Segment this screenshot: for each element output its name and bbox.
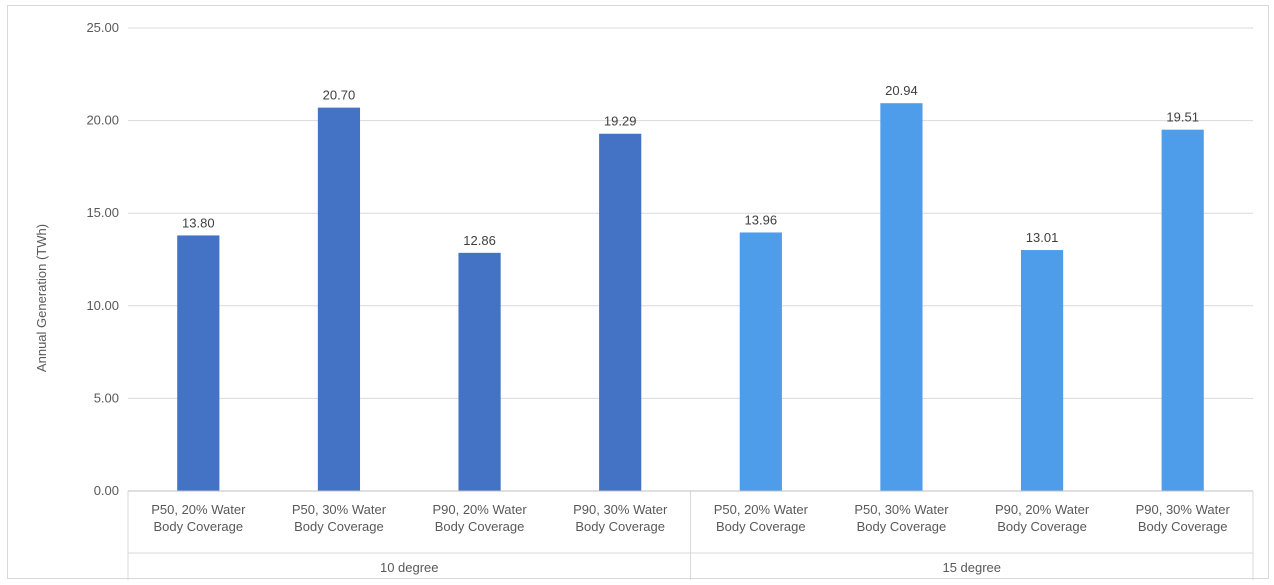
x-tick-label: P50, 30% Water (292, 502, 387, 517)
data-label: 19.51 (1166, 110, 1199, 125)
bar (458, 252, 501, 491)
y-tick-label: 5.00 (94, 390, 119, 405)
data-label: 13.80 (182, 215, 215, 230)
data-label: 13.01 (1026, 230, 1059, 245)
y-tick-label: 10.00 (86, 298, 119, 313)
bar (739, 232, 782, 491)
x-tick-label: P90, 30% Water (1136, 502, 1231, 517)
data-label: 20.70 (323, 88, 356, 103)
data-label: 19.29 (604, 114, 637, 129)
y-tick-label: 0.00 (94, 483, 119, 498)
x-axis: P50, 20% Water Body Coverage P50, 30% Wate… (127, 490, 1254, 580)
x-tick-label: Body Coverage (716, 519, 806, 534)
x-tick-label: Body Coverage (997, 519, 1087, 534)
bar (599, 133, 642, 491)
x-tick-label: Body Coverage (1138, 519, 1228, 534)
y-axis: 0.00 5.00 10.00 15.00 20.00 25.00 (86, 20, 119, 498)
bar (177, 235, 220, 491)
y-axis-label: Annual Generation (TWh) (34, 224, 49, 372)
x-tick-label: P50, 20% Water (714, 502, 809, 517)
data-label: 20.94 (885, 83, 918, 98)
y-tick-label: 25.00 (86, 20, 119, 35)
x-tick-label: Body Coverage (154, 519, 244, 534)
x-tick-label: Body Coverage (857, 519, 947, 534)
y-tick-label: 15.00 (86, 205, 119, 220)
bar (1020, 250, 1064, 491)
x-group-label: 10 degree (380, 560, 439, 575)
x-tick-label: P90, 30% Water (573, 502, 668, 517)
x-tick-label: P90, 20% Water (432, 502, 527, 517)
x-tick-label: Body Coverage (435, 519, 525, 534)
data-label: 12.86 (463, 233, 496, 248)
bar (1161, 129, 1204, 491)
x-tick-label: Body Coverage (575, 519, 665, 534)
bars: 13.80 20.70 12.86 19.29 13.96 20.94 13.01 19.51 (177, 83, 1204, 492)
x-tick-label: P90, 20% Water (995, 502, 1090, 517)
bar (880, 103, 923, 492)
data-label: 13.96 (745, 212, 778, 227)
x-tick-label: P50, 20% Water (151, 502, 246, 517)
bar (317, 107, 361, 492)
y-tick-label: 20.00 (86, 113, 119, 128)
x-tick-label: P50, 30% Water (854, 502, 949, 517)
x-group-label: 15 degree (942, 560, 1001, 575)
gridlines (128, 27, 1253, 492)
x-tick-label: Body Coverage (294, 519, 384, 534)
